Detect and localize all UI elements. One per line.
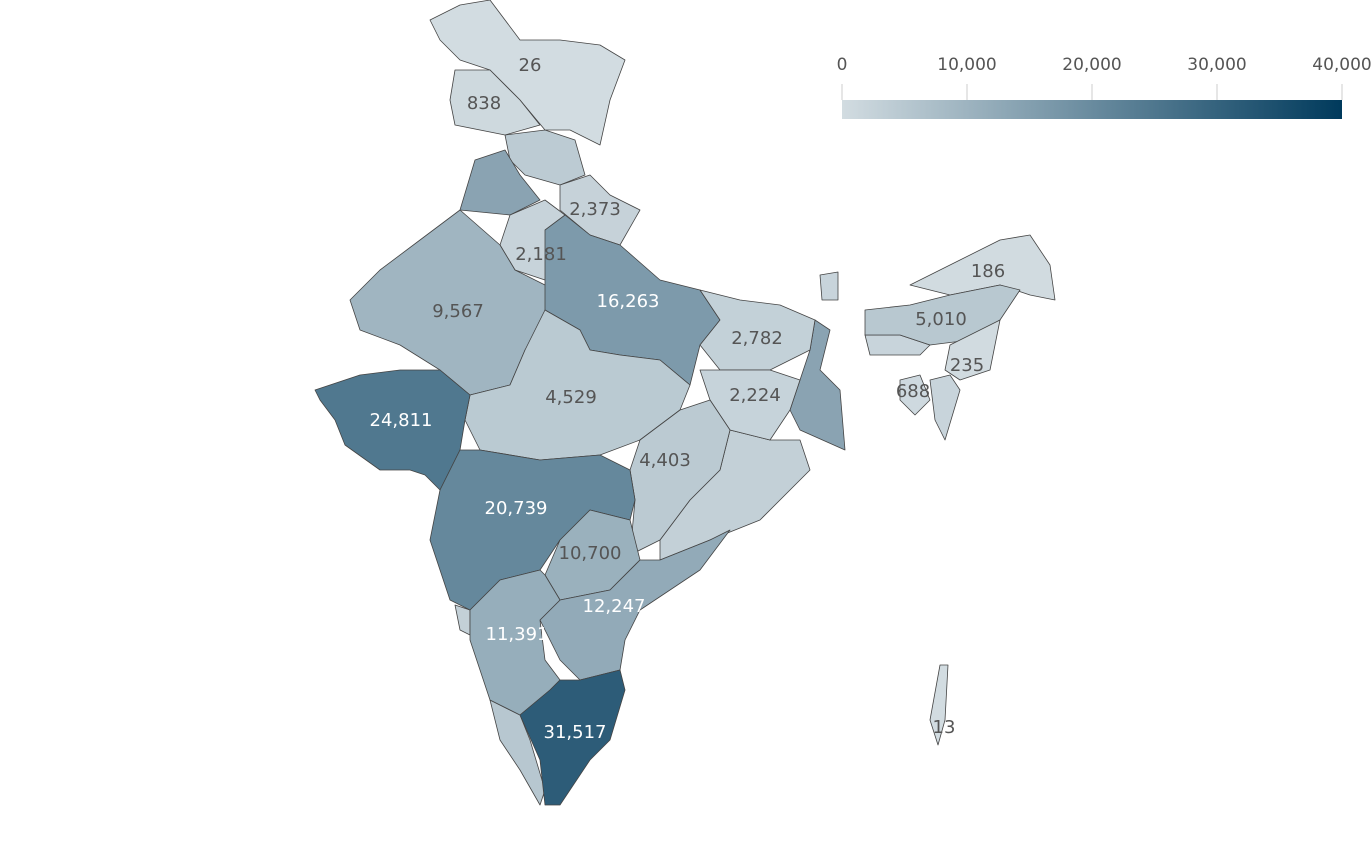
region xyxy=(929,664,949,746)
value-label: 13 xyxy=(933,717,956,738)
value-label: 20,739 xyxy=(485,498,548,519)
region xyxy=(789,319,846,451)
region xyxy=(454,604,471,636)
legend-tick-label: 20,000 xyxy=(1062,55,1121,75)
value-label: 2,373 xyxy=(569,199,621,220)
value-label: 2,181 xyxy=(515,244,567,265)
region xyxy=(469,569,561,716)
labels: 26 838 2,373 2,181 9,567 16,263 2,782 2,224 4,52… xyxy=(370,55,1006,743)
value-label: 186 xyxy=(971,261,1005,282)
regions xyxy=(314,0,1056,806)
region xyxy=(449,69,541,136)
legend-tick-label: 10,000 xyxy=(937,55,996,75)
value-label: 4,529 xyxy=(545,387,597,408)
region xyxy=(519,669,626,806)
legend-tick-label: 0 xyxy=(837,55,848,75)
region xyxy=(699,289,816,371)
value-label: 688 xyxy=(896,381,930,402)
legend-tick-label: 30,000 xyxy=(1187,55,1246,75)
value-label: 2,224 xyxy=(729,385,781,406)
region xyxy=(944,319,1001,381)
region xyxy=(929,374,961,441)
value-label: 31,517 xyxy=(544,722,607,743)
value-label: 24,811 xyxy=(370,410,433,431)
region xyxy=(819,271,839,301)
value-label: 2,782 xyxy=(731,328,783,349)
value-label: 838 xyxy=(467,93,501,114)
value-label: 26 xyxy=(519,55,542,76)
value-label: 16,263 xyxy=(597,291,660,312)
value-label: 5,010 xyxy=(915,309,967,330)
value-label: 12,247 xyxy=(583,596,646,617)
value-label: 9,567 xyxy=(432,301,484,322)
value-label: 4,403 xyxy=(639,450,691,471)
region xyxy=(429,0,626,146)
region xyxy=(559,174,641,246)
value-label: 10,700 xyxy=(559,543,622,564)
value-label: 235 xyxy=(950,355,984,376)
legend: 0 10,000 20,000 30,000 40,000 xyxy=(837,55,1372,119)
value-label: 11,391 xyxy=(486,624,549,645)
region xyxy=(899,374,931,416)
region xyxy=(539,529,731,681)
colorbar xyxy=(842,100,1342,119)
legend-tick-label: 40,000 xyxy=(1312,55,1371,75)
